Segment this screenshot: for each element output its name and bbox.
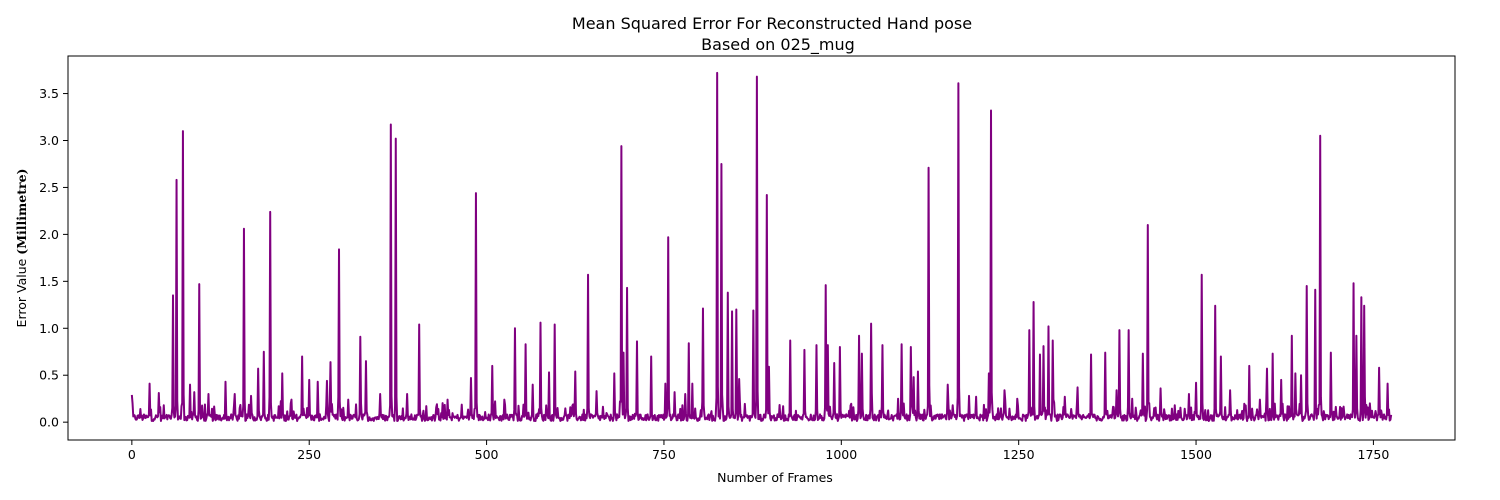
chart-subtitle: Based on 025_mug xyxy=(701,35,855,55)
y-axis-label-unit: (Millimetre) xyxy=(14,169,29,255)
x-axis: 0 250 500 750 1000 1250 1500 1750 xyxy=(128,440,1389,462)
x-tick-label: 250 xyxy=(297,447,321,462)
x-tick-label: 1500 xyxy=(1180,447,1212,462)
plot-frame xyxy=(67,55,1456,441)
y-tick-label: 3.0 xyxy=(39,133,59,148)
y-tick-label: 1.0 xyxy=(39,321,59,336)
y-tick-label: 2.5 xyxy=(39,180,59,195)
y-axis-label-prefix: Error Value xyxy=(14,255,29,328)
x-tick-label: 500 xyxy=(475,447,499,462)
y-tick-label: 3.5 xyxy=(39,86,59,101)
y-tick-label: 2.0 xyxy=(39,227,59,242)
chart-title: Mean Squared Error For Reconstructed Han… xyxy=(572,14,972,33)
y-tick-label: 0.0 xyxy=(39,415,59,430)
y-tick-label: 0.5 xyxy=(39,368,59,383)
y-axis-label: Error Value (Millimetre) xyxy=(14,169,29,328)
x-tick-label: 1250 xyxy=(1003,447,1035,462)
y-tick-label: 1.5 xyxy=(39,274,59,289)
plot-area xyxy=(68,56,1455,440)
x-tick-label: 750 xyxy=(652,447,676,462)
x-tick-label: 1750 xyxy=(1358,447,1390,462)
x-tick-label: 1000 xyxy=(825,447,857,462)
y-axis: 0.0 0.5 1.0 1.5 2.0 2.5 3.0 3.5 xyxy=(39,86,68,430)
x-tick-label: 0 xyxy=(128,447,136,462)
x-axis-label: Number of Frames xyxy=(717,470,833,485)
series-line xyxy=(130,71,1393,423)
